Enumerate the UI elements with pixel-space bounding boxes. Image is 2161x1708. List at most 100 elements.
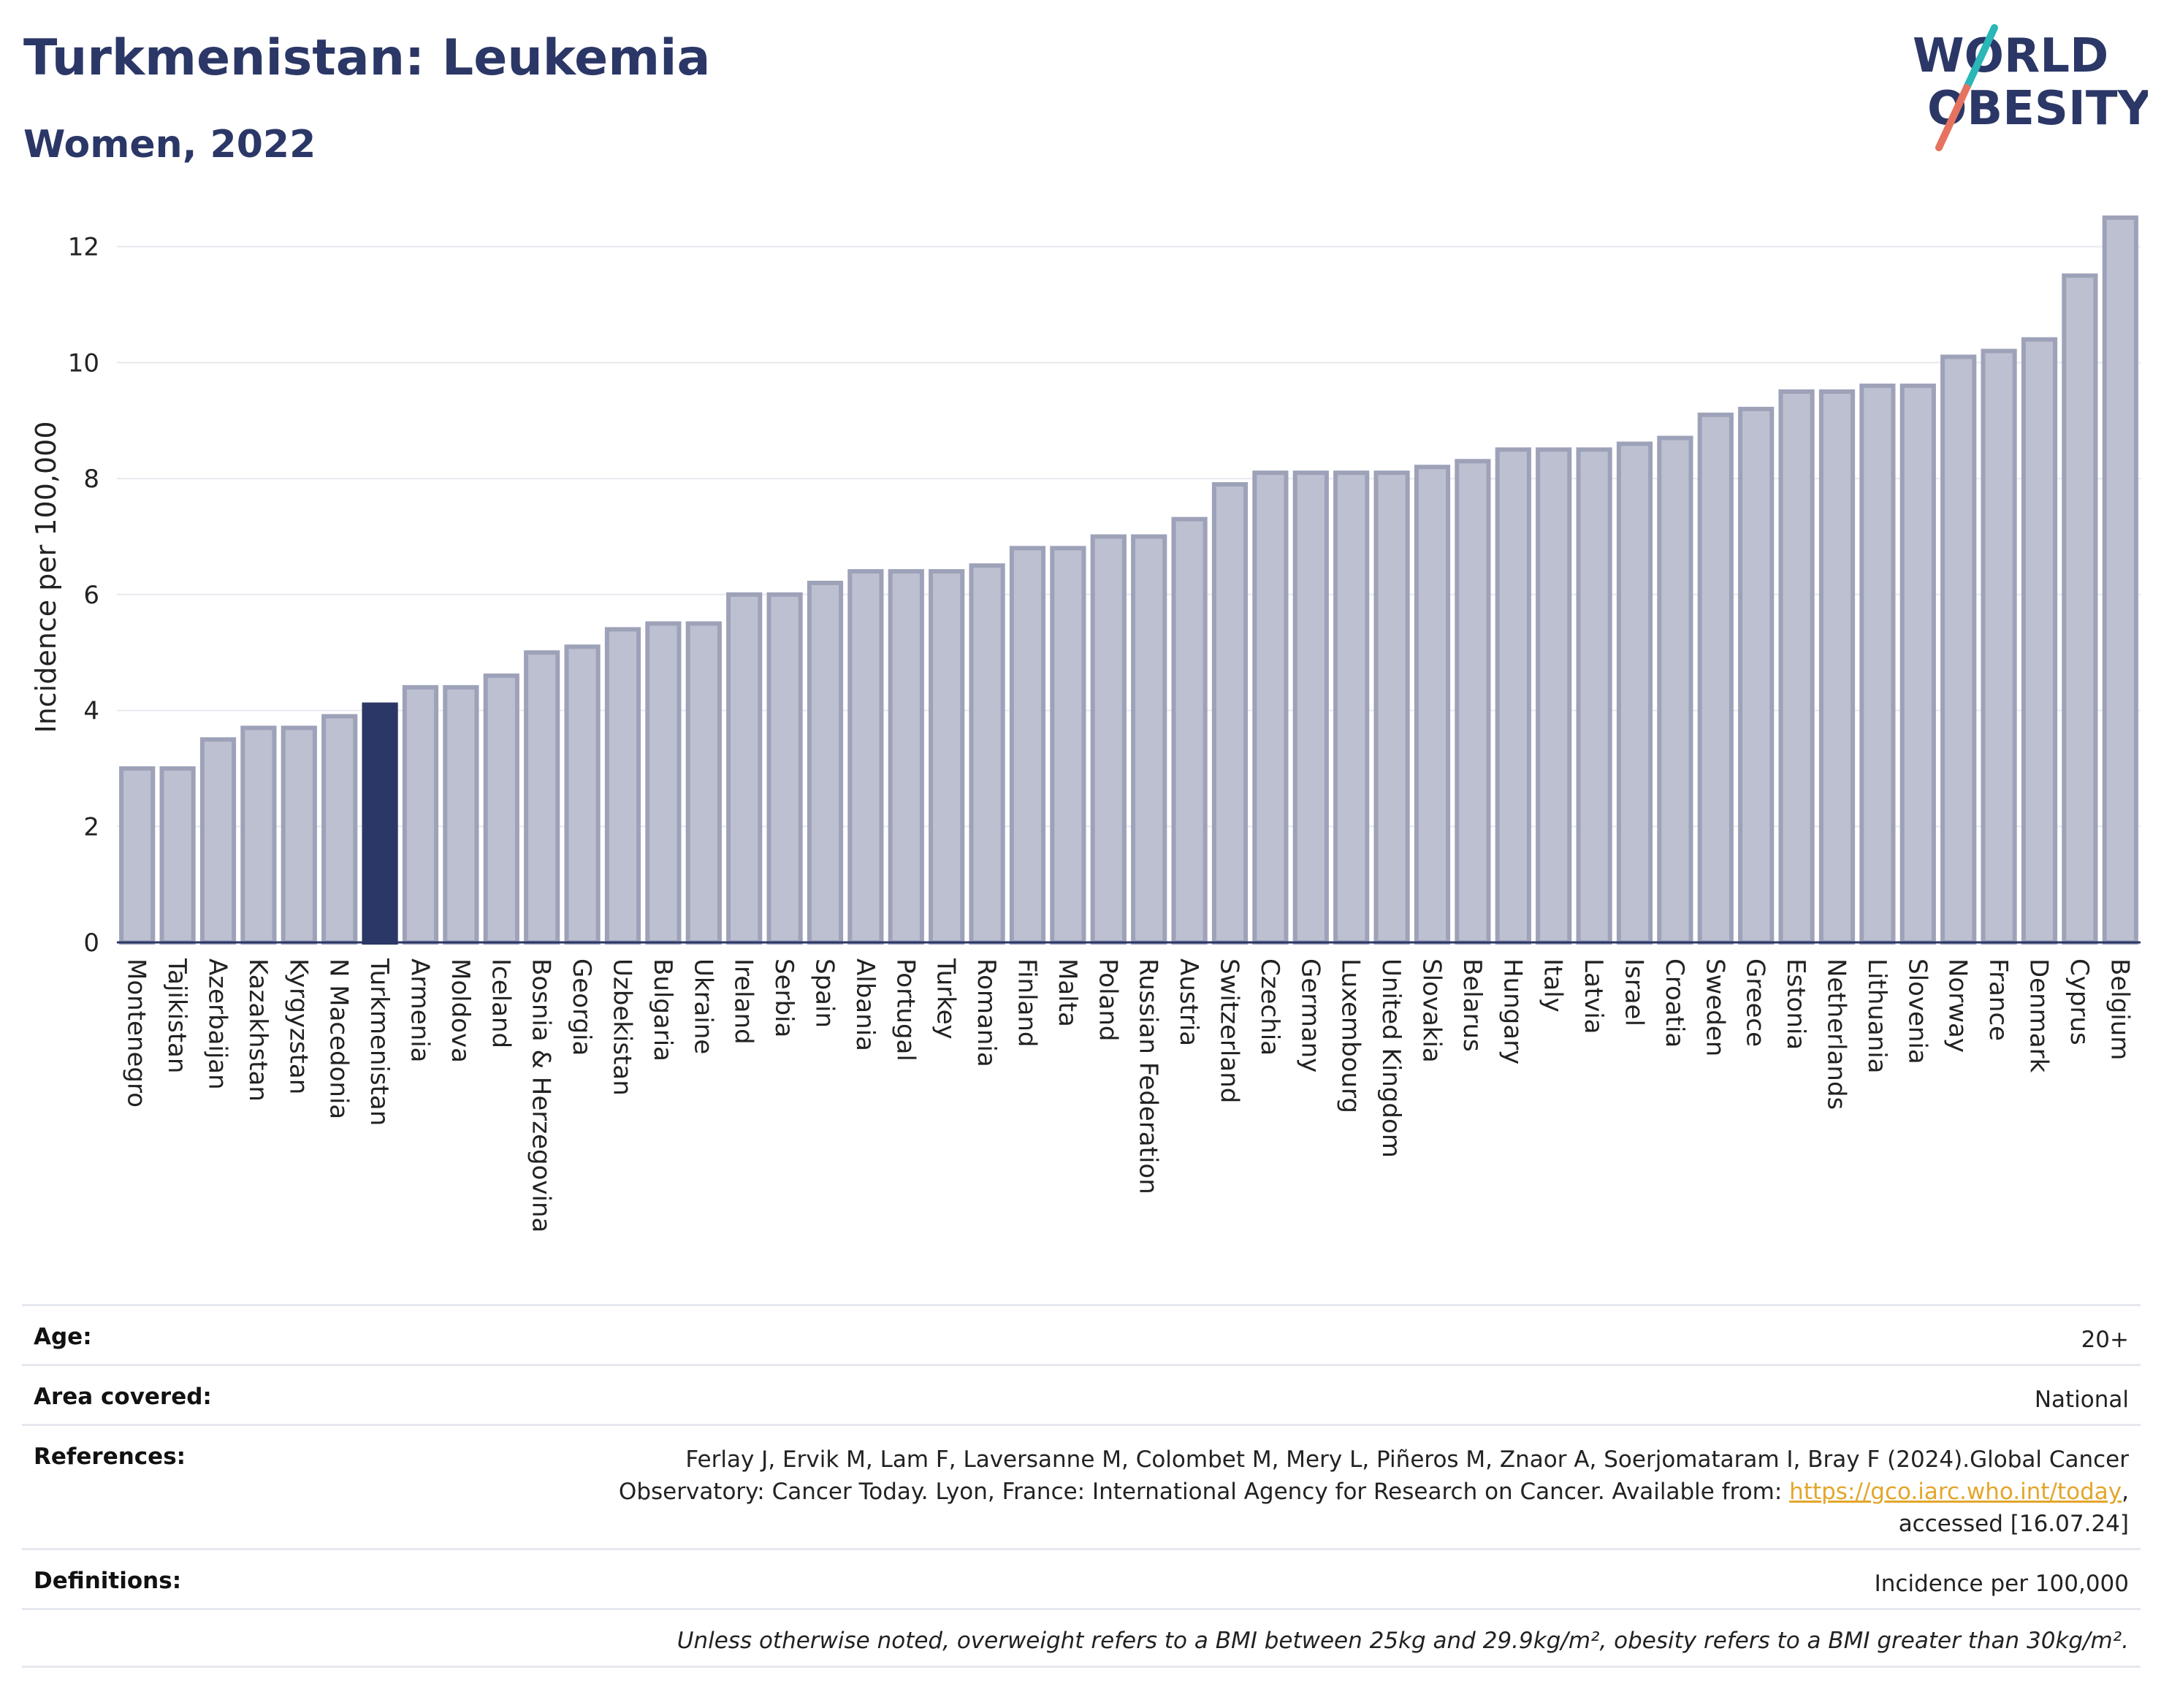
bar: [1455, 459, 1491, 945]
x-tick-label: Turkey: [931, 958, 961, 1040]
bar: [685, 621, 722, 945]
x-tick-label: Sweden: [1700, 958, 1729, 1056]
x-tick-label: Azerbaijan: [203, 958, 232, 1090]
x-tick-label: Bosnia & Herzegovina: [527, 958, 556, 1232]
bar-chart: 0 2 4 6 8 10 12 Incidence per 100,000 Montenegro…: [30, 215, 2141, 1232]
x-tick-label: Poland: [1093, 958, 1122, 1042]
bar: [524, 650, 560, 945]
x-tick-label: Finland: [1013, 958, 1042, 1048]
bar: [2062, 273, 2098, 945]
bar: [483, 673, 519, 945]
meta-row-age: Age: 20+: [22, 1304, 2141, 1364]
bar: [847, 569, 884, 945]
bar: [1940, 354, 1977, 945]
x-tick-label: Ukraine: [688, 958, 717, 1054]
x-tick-label: Latvia: [1579, 958, 1608, 1034]
x-tick-label: Germany: [1295, 958, 1325, 1072]
bar: [240, 725, 277, 945]
meta-row-definitions: Definitions: Incidence per 100,000: [22, 1548, 2141, 1608]
x-tick-label: Austria: [1174, 958, 1203, 1046]
bar: [2021, 337, 2058, 945]
bar: [1131, 534, 1167, 945]
meta-row-references: References: Ferlay J, Ervik M, Lam F, La…: [22, 1424, 2141, 1548]
x-tick-label: Tajikistan: [162, 958, 191, 1073]
bar: [929, 569, 965, 945]
x-tick-label: Netherlands: [1822, 958, 1851, 1110]
bar: [1292, 470, 1329, 945]
x-tick-label: Slovakia: [1417, 958, 1447, 1063]
x-tick-label: Switzerland: [1215, 958, 1244, 1103]
y-tick-label: 8: [83, 465, 99, 494]
y-axis-label: Incidence per 100,000: [30, 421, 62, 733]
x-tick-label: Norway: [1943, 958, 1973, 1053]
bar: [1171, 516, 1208, 945]
logo-slash-teal: [1963, 24, 1998, 91]
bar: [564, 644, 601, 945]
references-text: Ferlay J, Ervik M, Lam F, Laversanne M, …: [618, 1446, 2129, 1505]
bar: [321, 714, 358, 945]
x-tick-label: Greece: [1741, 958, 1770, 1047]
bar: [1899, 384, 1936, 945]
x-tick-label: N Macedonia: [324, 958, 354, 1119]
x-tick-label: Albania: [850, 958, 880, 1051]
bar: [1252, 470, 1289, 945]
x-tick-label: Bulgaria: [648, 958, 677, 1061]
x-tick-label: Lithuania: [1862, 958, 1891, 1073]
bar: [807, 580, 844, 945]
x-tick-label: Armenia: [405, 958, 435, 1063]
page-subtitle: Women, 2022: [23, 123, 316, 167]
age-label: Age:: [34, 1324, 92, 1350]
logo-slash-coral: [1935, 84, 1970, 151]
bar: [1981, 348, 2017, 945]
bmi-note: Unless otherwise noted, overweight refer…: [676, 1628, 2129, 1654]
x-tick-label: Iceland: [486, 958, 515, 1048]
x-tick-label: Belarus: [1457, 958, 1487, 1052]
bar: [1050, 546, 1086, 945]
bar: [969, 563, 1005, 945]
bar: [888, 569, 924, 945]
x-tick-label: Czechia: [1255, 958, 1284, 1056]
references-suffix: , accessed [16.07.24]: [1898, 1479, 2129, 1537]
x-tick-label: Italy: [1539, 958, 1568, 1013]
x-tick-label: France: [1983, 958, 2013, 1041]
x-tick-label: Spain: [810, 958, 839, 1028]
x-tick-label: Russian Federation: [1134, 958, 1163, 1194]
bar: [281, 725, 317, 945]
bar: [1616, 441, 1653, 945]
x-tick-label: Uzbekistan: [608, 958, 637, 1096]
definitions-label: Definitions:: [34, 1568, 182, 1594]
x-tick-label: Kyrgyzstan: [283, 958, 313, 1094]
y-tick-label: 2: [83, 812, 99, 842]
bar: [119, 766, 156, 945]
bar: [1495, 447, 1531, 945]
x-tick-label: Belgium: [2105, 958, 2134, 1060]
bar: [766, 592, 803, 945]
references-label: References:: [34, 1444, 186, 1470]
x-tick-label: Moldova: [446, 958, 475, 1063]
x-tick-label: Serbia: [769, 958, 799, 1037]
definitions-value: Incidence per 100,000: [1874, 1571, 2129, 1597]
bar: [1333, 470, 1370, 945]
y-tick-label: 12: [68, 233, 99, 262]
references-link[interactable]: https://gco.iarc.who.int/today: [1789, 1479, 2122, 1505]
bar: [1090, 534, 1127, 945]
bar: [362, 702, 398, 945]
bar: [159, 766, 196, 945]
x-tick-label: Malta: [1053, 958, 1082, 1027]
x-tick-label: Turkmenistan: [365, 958, 394, 1126]
x-tick-label: Cyprus: [2065, 958, 2094, 1045]
bar: [402, 685, 439, 945]
bar: [726, 592, 763, 945]
y-tick-label: 10: [68, 348, 99, 378]
world-obesity-logo: WORLD OBESITY: [1913, 24, 2148, 151]
bar: [645, 621, 682, 945]
x-tick-label: Luxembourg: [1336, 958, 1365, 1113]
x-tick-label: Romania: [972, 958, 1001, 1067]
bar: [1818, 389, 1856, 945]
age-value: 20+: [2081, 1327, 2129, 1353]
y-tick-label: 4: [83, 697, 99, 726]
x-tick-label: Croatia: [1660, 958, 1689, 1048]
area-value: National: [2034, 1387, 2129, 1413]
area-label: Area covered:: [34, 1384, 212, 1410]
meta-row-area: Area covered: National: [22, 1364, 2141, 1424]
